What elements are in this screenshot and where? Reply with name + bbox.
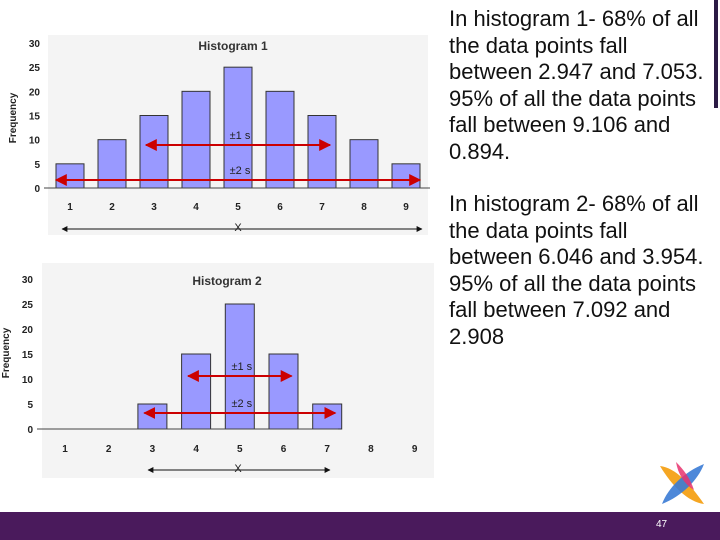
x-tick-label: 7 bbox=[319, 202, 325, 213]
x-tick-label: 4 bbox=[193, 444, 199, 455]
x-tick-label: 3 bbox=[151, 202, 157, 213]
y-tick-label: 30 bbox=[29, 39, 41, 50]
sd-label: ±1 s bbox=[231, 361, 252, 373]
sd-label: ±1 s bbox=[230, 130, 251, 142]
bar-4 bbox=[181, 353, 212, 430]
chart-title: Histogram 2 bbox=[192, 274, 262, 288]
x-tick-label: 3 bbox=[150, 444, 156, 455]
x-tick-label: 2 bbox=[109, 202, 115, 213]
y-tick-label: 25 bbox=[22, 300, 34, 311]
x-tick-label: 1 bbox=[67, 202, 73, 213]
y-tick-label: 25 bbox=[29, 63, 41, 74]
y-tick-labels: 0 5 10 15 20 25 30 bbox=[22, 275, 34, 436]
y-tick-labels: 0 5 10 15 20 25 30 bbox=[29, 39, 41, 195]
x-tick-label: 4 bbox=[193, 202, 199, 213]
x-tick-label: 9 bbox=[403, 202, 409, 213]
y-tick-label: 5 bbox=[27, 400, 33, 411]
x-tick-label: 6 bbox=[277, 202, 283, 213]
y-axis-label: Frequency bbox=[1, 327, 12, 378]
bar-6 bbox=[265, 90, 295, 189]
bar-3 bbox=[139, 115, 169, 189]
x-tick-label: 8 bbox=[361, 202, 367, 213]
y-tick-label: 5 bbox=[34, 160, 40, 171]
bar-9 bbox=[391, 163, 421, 189]
x-tick-label: 2 bbox=[106, 444, 112, 455]
explanation-text: In histogram 1- 68% of all the data poin… bbox=[449, 6, 711, 376]
y-tick-label: 20 bbox=[22, 325, 34, 336]
bar-6 bbox=[268, 353, 299, 430]
histogram-2-explanation: In histogram 2- 68% of all the data poin… bbox=[449, 191, 704, 349]
x-tick-label: 8 bbox=[368, 444, 374, 455]
x-tick-label: 7 bbox=[324, 444, 330, 455]
x-tick-label: 5 bbox=[235, 202, 241, 213]
y-tick-label: 10 bbox=[22, 375, 34, 386]
sd-label: ±2 s bbox=[230, 165, 251, 177]
y-tick-label: 15 bbox=[29, 112, 41, 123]
bar-7 bbox=[312, 403, 343, 430]
accent-line bbox=[714, 0, 718, 108]
y-tick-label: 10 bbox=[29, 136, 41, 147]
x-tick-label: 9 bbox=[412, 444, 418, 455]
bar-1 bbox=[55, 163, 85, 189]
histogram-2: Histogram 2 Frequency X 0 5 10 15 20 25 30 1 2 3… bbox=[1, 263, 434, 478]
bar-4 bbox=[181, 90, 211, 189]
x-tick-label: 5 bbox=[237, 444, 243, 455]
y-axis-label: Frequency bbox=[8, 92, 19, 143]
chart-title: Histogram 1 bbox=[198, 39, 268, 53]
x-axis-label: X bbox=[234, 463, 242, 475]
x-tick-labels: 1 2 3 4 5 6 7 8 9 bbox=[67, 202, 409, 213]
x-tick-labels: 1 2 3 4 5 6 7 8 9 bbox=[62, 444, 418, 455]
sd-label: ±2 s bbox=[231, 398, 252, 410]
brand-logo bbox=[660, 462, 704, 504]
bar-3 bbox=[137, 403, 168, 430]
page-number: 47 bbox=[656, 519, 668, 530]
bar-7 bbox=[307, 115, 337, 189]
y-tick-label: 0 bbox=[27, 425, 33, 436]
histogram-1-explanation: In histogram 1- 68% of all the data poin… bbox=[449, 6, 704, 164]
footer-bar bbox=[0, 512, 720, 540]
y-tick-label: 20 bbox=[29, 87, 41, 98]
histogram-1: Histogram 1 Frequency X 0 5 10 15 20 25 30 1 2 3… bbox=[8, 35, 430, 235]
x-tick-label: 1 bbox=[62, 444, 68, 455]
y-tick-label: 30 bbox=[22, 275, 34, 286]
sd-annotations: ±1 s ±2 s bbox=[54, 130, 422, 186]
y-tick-label: 15 bbox=[22, 350, 34, 361]
x-axis-label: X bbox=[234, 222, 242, 234]
y-tick-label: 0 bbox=[34, 184, 40, 195]
sd-annotations: ±1 s ±2 s bbox=[143, 361, 337, 419]
x-tick-label: 6 bbox=[281, 444, 287, 455]
